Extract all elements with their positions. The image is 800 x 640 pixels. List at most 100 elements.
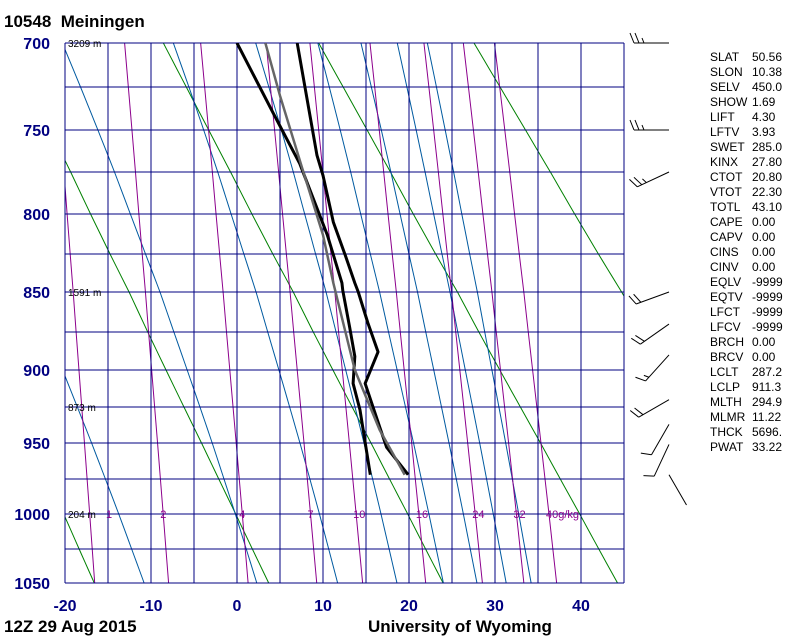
stat-row-lift: LIFT 4.30	[710, 110, 783, 125]
wind-barb-staff	[651, 424, 670, 455]
wind-barb-half	[641, 37, 645, 44]
moist-adiabat-line	[396, 43, 507, 583]
stat-value: -9999	[752, 320, 783, 334]
stat-name: EQTV	[710, 290, 743, 304]
mixing-ratio-line	[200, 43, 249, 583]
wind-barb-full	[629, 410, 639, 418]
mixing-ratio-line	[423, 43, 483, 583]
stat-value: 27.80	[752, 155, 783, 169]
stat-name: CINS	[710, 245, 739, 259]
stat-value: 10.38	[752, 65, 783, 79]
height-label: 3209 m	[68, 39, 101, 50]
wind-barb	[629, 171, 670, 188]
stat-name: MLMR	[710, 410, 746, 424]
wind-barb	[631, 323, 670, 345]
height-label: 1591 m	[68, 288, 101, 299]
stat-row-slat: SLAT 50.56	[710, 50, 783, 65]
stat-row-eqlv: EQLV -9999	[710, 275, 783, 290]
stat-value: 0.00	[752, 215, 776, 229]
stat-value: 450.0	[752, 80, 783, 94]
wind-barb-full	[628, 295, 637, 305]
wind-barb-full	[633, 176, 643, 186]
stat-row-lclt: LCLT 287.2	[710, 365, 783, 380]
temperature-profile-line	[295, 43, 410, 476]
stat-name: TOTL	[710, 200, 741, 214]
stat-value: -9999	[752, 290, 783, 304]
parcel-profile-line	[264, 43, 406, 476]
stat-value: 43.10	[752, 200, 783, 214]
dry-adiabat-line	[473, 43, 624, 298]
stat-row-kinx: KINX 27.80	[710, 155, 783, 170]
wind-barb-full	[631, 337, 641, 345]
stat-value: 0.00	[752, 260, 776, 274]
temperature-tick-label: 30	[486, 598, 504, 615]
pressure-tick-label: 850	[23, 285, 50, 302]
wind-barb	[628, 291, 670, 305]
wind-barb	[629, 32, 669, 44]
wind-barb	[668, 474, 687, 506]
wind-barb	[629, 399, 670, 418]
moist-adiabat-line	[360, 43, 478, 583]
stat-name: SLAT	[710, 50, 740, 64]
wind-barb-staff	[638, 399, 670, 418]
wind-barb-full	[634, 32, 640, 44]
mixing-ratio-label: 24	[472, 509, 484, 521]
pressure-tick-label: 700	[23, 36, 50, 53]
height-label: 873 m	[68, 403, 96, 414]
mixing-ratio-line	[65, 179, 96, 583]
wind-barb-staff	[653, 444, 670, 477]
wind-barb-staff	[637, 171, 670, 188]
stat-row-swet: SWET 285.0	[710, 140, 783, 155]
stat-name: LFCV	[710, 320, 741, 334]
stat-name: CTOT	[710, 170, 743, 184]
stat-name: EQLV	[710, 275, 742, 289]
stat-value: 11.22	[752, 410, 782, 424]
wind-barb-full	[629, 179, 638, 188]
stat-row-thck: THCK 5696.	[710, 425, 783, 440]
wind-barb-full	[633, 293, 642, 303]
mixing-ratio-line	[124, 43, 170, 583]
stat-value: 3.93	[752, 125, 776, 139]
mixing-ratio-line	[309, 43, 364, 583]
wind-barb-half	[643, 374, 650, 378]
temperature-tick-label: -10	[139, 598, 162, 615]
stat-row-cape: CAPE 0.00	[710, 215, 783, 230]
wind-barb-full	[635, 334, 645, 342]
mixing-ratio-label: 32	[513, 509, 525, 521]
stat-value: 285.0	[752, 140, 783, 154]
stat-row-lftv: LFTV 3.93	[710, 125, 783, 140]
stat-row-ctot: CTOT 20.80	[710, 170, 783, 185]
stat-row-brch: BRCH 0.00	[710, 335, 783, 350]
mixing-ratio-label: 2	[160, 509, 166, 521]
stat-row-slon: SLON 10.38	[710, 65, 783, 80]
mixing-ratio-label: 4	[239, 509, 245, 521]
stat-name: BRCV	[710, 350, 744, 364]
dry-adiabat-line	[318, 43, 618, 583]
stat-value: 5696.	[752, 425, 783, 439]
stat-name: PWAT	[710, 440, 744, 454]
stat-row-totl: TOTL 43.10	[710, 200, 783, 215]
wind-barb	[635, 354, 670, 382]
dry-adiabat-line	[65, 515, 95, 583]
stat-name: MLTH	[710, 395, 742, 409]
stat-row-cinv: CINV 0.00	[710, 260, 783, 275]
pressure-tick-label: 750	[23, 123, 50, 140]
stat-row-show: SHOW 1.69	[710, 95, 783, 110]
stat-value: 1.69	[752, 95, 776, 109]
stat-value: 22.30	[752, 185, 783, 199]
stat-value: 287.2	[752, 365, 783, 379]
wind-barb-full	[643, 475, 655, 477]
stat-name: CAPE	[710, 215, 743, 229]
mixing-ratio-line	[493, 43, 558, 583]
moist-adiabat-line	[317, 43, 444, 583]
stat-name: THCK	[710, 425, 743, 439]
stability-indices-panel: SLAT 50.56 SLON 10.38 SELV 450.0 SHOW 1.69 LIFT 4…	[710, 50, 783, 455]
temperature-tick-label: 10	[314, 598, 332, 615]
stat-name: SWET	[710, 140, 745, 154]
stat-name: CAPV	[710, 230, 743, 244]
stat-name: LFTV	[710, 125, 740, 139]
moist-adiabat-line	[426, 43, 532, 583]
stat-row-vtot: VTOT 22.30	[710, 185, 783, 200]
temperature-tick-label: -20	[53, 598, 76, 615]
